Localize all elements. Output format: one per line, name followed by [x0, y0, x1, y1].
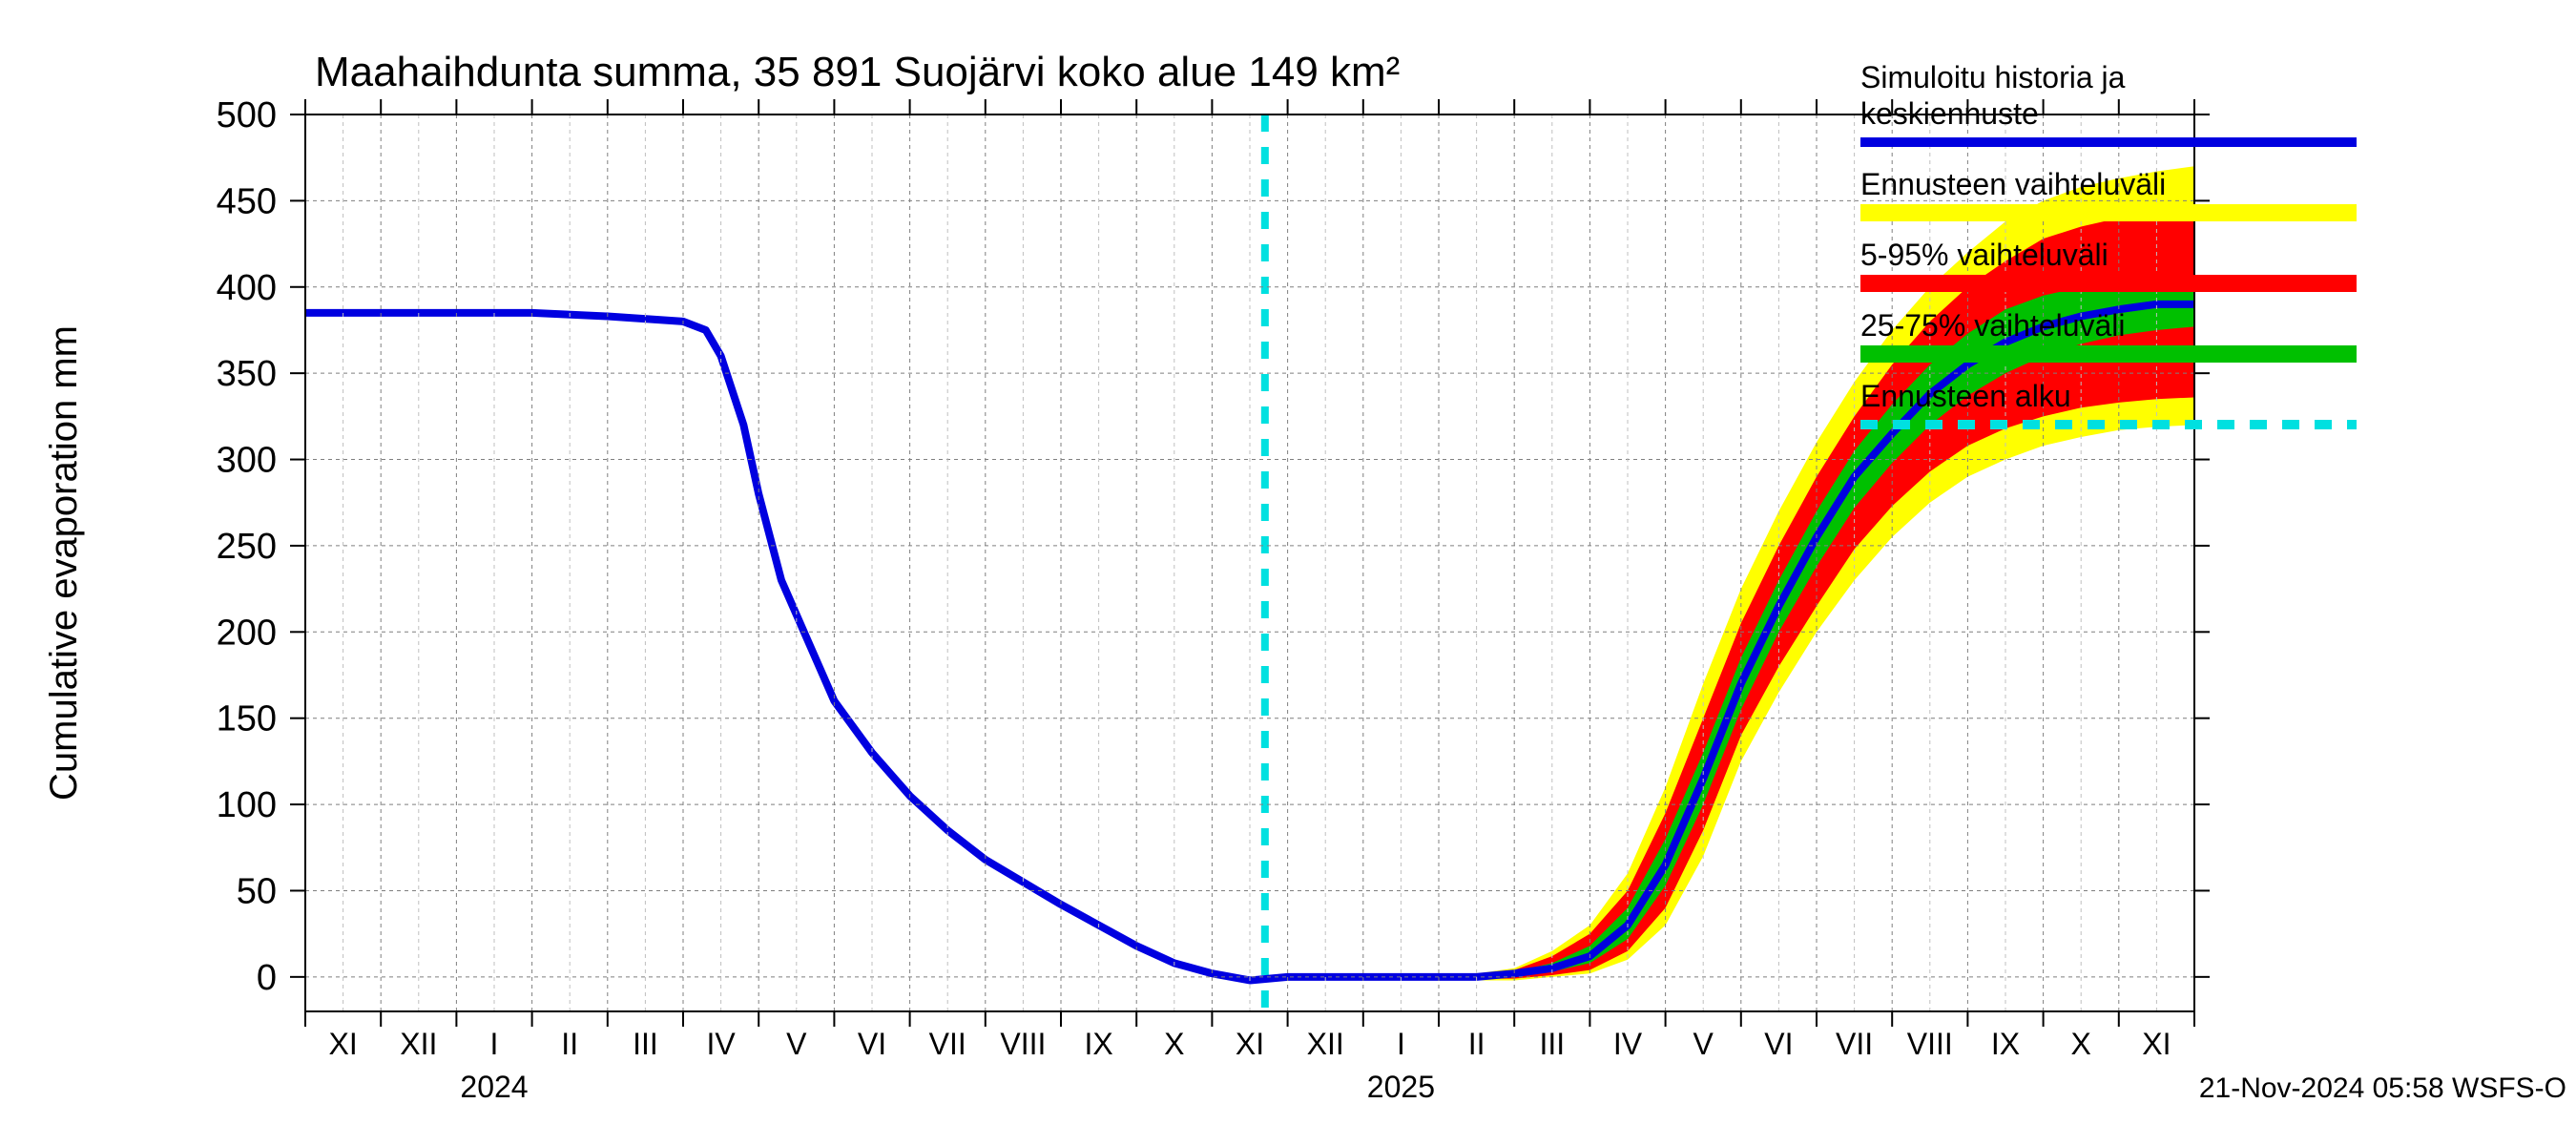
x-month-label: VII: [929, 1027, 966, 1061]
x-year-label: 2024: [460, 1070, 528, 1104]
chart-svg: 050100150200250300350400450500XIXIIIIIII…: [0, 0, 2576, 1145]
legend-label: 5-95% vaihteluväli: [1860, 238, 2109, 272]
x-month-label: XII: [1307, 1027, 1344, 1061]
x-month-label: VII: [1836, 1027, 1873, 1061]
x-month-label: VI: [858, 1027, 886, 1061]
y-tick-label: 250: [217, 527, 277, 567]
x-month-label: XI: [2142, 1027, 2171, 1061]
x-month-label: XII: [400, 1027, 437, 1061]
x-month-label: III: [1539, 1027, 1565, 1061]
chart-footer: 21-Nov-2024 05:58 WSFS-O: [2199, 1072, 2566, 1104]
x-month-label: I: [490, 1027, 499, 1061]
y-tick-label: 500: [217, 95, 277, 135]
x-month-label: IV: [1613, 1027, 1643, 1061]
y-tick-label: 350: [217, 354, 277, 394]
x-month-label: XI: [328, 1027, 357, 1061]
legend-swatch: [1860, 345, 2357, 363]
legend-swatch: [1860, 275, 2357, 292]
legend-label: 25-75% vaihteluväli: [1860, 308, 2126, 343]
x-month-label: III: [633, 1027, 658, 1061]
x-month-label: II: [561, 1027, 578, 1061]
y-tick-label: 0: [257, 958, 277, 998]
legend-swatch: [1860, 204, 2357, 221]
chart-container: 050100150200250300350400450500XIXIIIIIII…: [0, 0, 2576, 1145]
y-tick-label: 200: [217, 613, 277, 653]
x-month-label: VI: [1764, 1027, 1793, 1061]
y-axis-label: Cumulative evaporation mm: [43, 325, 85, 801]
x-month-label: X: [1164, 1027, 1184, 1061]
y-tick-label: 400: [217, 268, 277, 308]
y-tick-label: 150: [217, 699, 277, 739]
y-tick-label: 450: [217, 181, 277, 221]
legend-label: Ennusteen alku: [1860, 379, 2071, 413]
y-tick-label: 100: [217, 785, 277, 825]
x-month-label: X: [2071, 1027, 2091, 1061]
x-month-label: VIII: [1000, 1027, 1046, 1061]
legend-label: Ennusteen vaihteluväli: [1860, 167, 2166, 201]
x-month-label: V: [786, 1027, 807, 1061]
x-year-label: 2025: [1367, 1070, 1435, 1104]
x-month-label: VIII: [1907, 1027, 1953, 1061]
legend-label: keskiennuste: [1860, 96, 2039, 131]
x-month-label: IV: [706, 1027, 736, 1061]
y-tick-label: 50: [237, 871, 277, 911]
x-month-label: IX: [1084, 1027, 1112, 1061]
x-month-label: V: [1693, 1027, 1714, 1061]
x-month-label: II: [1468, 1027, 1485, 1061]
x-month-label: XI: [1236, 1027, 1264, 1061]
x-month-label: I: [1397, 1027, 1405, 1061]
chart-title: Maahaihdunta summa, 35 891 Suojärvi koko…: [315, 49, 1400, 95]
x-month-label: IX: [1991, 1027, 2020, 1061]
legend-label: Simuloitu historia ja: [1860, 60, 2126, 94]
y-tick-label: 300: [217, 441, 277, 481]
